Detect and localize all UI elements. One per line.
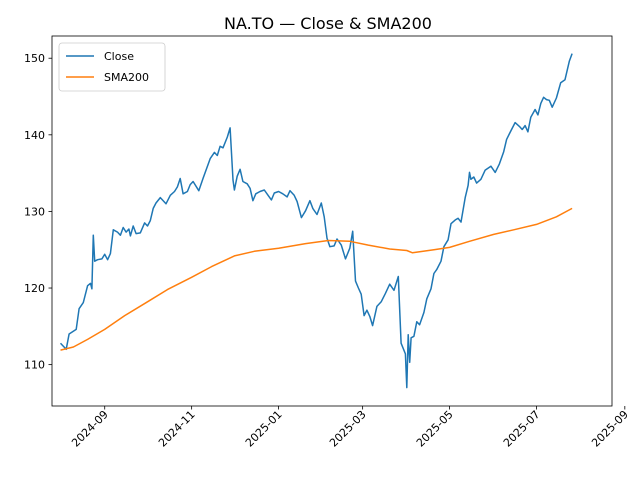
y-tick-label: 130 [24,205,45,218]
y-tick-label: 110 [24,359,45,372]
axes-frame [51,35,613,407]
y-tick-label: 120 [24,282,45,295]
legend-box [58,42,166,92]
chart-title: NA.TO — Close & SMA200 [224,14,432,33]
series-line-close [59,53,573,389]
legend-label-sma200: SMA200 [104,71,149,84]
y-tick-label: 150 [24,52,45,65]
legend-label-close: Close [104,50,134,63]
series-line-sma200 [60,207,573,351]
y-tick-label: 140 [24,129,45,142]
